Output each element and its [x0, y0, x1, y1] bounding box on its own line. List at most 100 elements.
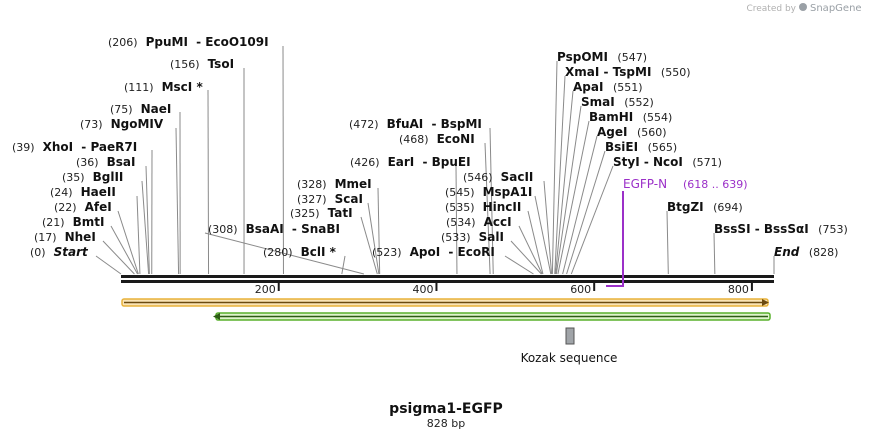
site-smai[interactable]: SmaI (552) [581, 95, 654, 109]
site-position: (426) [350, 156, 380, 169]
leader-bsssi-bsss-i [713, 232, 716, 275]
plasmid-name: psigma1-EGFP [389, 401, 503, 417]
site-bfuai-bspmi[interactable]: (472) BfuAI - BspMI [349, 117, 482, 131]
enzyme-name: AccI [484, 215, 512, 229]
site-position: (280) [263, 246, 293, 259]
enzyme-name: EarI [388, 155, 415, 169]
axis-tick-label: 400 [412, 283, 433, 296]
site-position: (21) [42, 216, 65, 229]
axis-tick-label: 800 [728, 283, 749, 296]
site-position: (694) [710, 201, 743, 214]
site-ngomiv[interactable]: (73) NgoMIV [80, 117, 164, 131]
site-bsiei[interactable]: BsiEI (565) [605, 140, 677, 154]
site-xhoi-paer7i[interactable]: (39) XhoI - PaeR7I [12, 140, 137, 154]
site-separator: - [418, 155, 431, 169]
site-tati[interactable]: (325) TatI [290, 206, 353, 220]
enzyme-name: EcoO109I [205, 35, 268, 49]
site-separator: - [640, 155, 653, 169]
enzyme-name: NcoI [653, 155, 683, 169]
site-position: (550) [657, 66, 690, 79]
site-haeii[interactable]: (24) HaeII [50, 185, 116, 199]
site-btgzi[interactable]: BtgZI (694) [667, 200, 743, 214]
site-bcli[interactable]: (280) BclI * [263, 245, 337, 259]
leader-haeii [136, 195, 141, 275]
enzyme-name: SalI [479, 230, 504, 244]
site-econi[interactable]: (468) EcoNI [399, 132, 475, 146]
site-position: (547) [614, 51, 647, 64]
site-apai[interactable]: ApaI (551) [573, 80, 643, 94]
snapgene-logo-icon [799, 3, 807, 11]
site-acci[interactable]: (534) AccI [446, 215, 512, 229]
primer-arrow[interactable] [606, 191, 624, 287]
leader-tati [360, 216, 378, 275]
site-position: (468) [399, 133, 429, 146]
primer-egfp-n[interactable]: EGFP-N (618 .. 639) [606, 177, 748, 287]
site-start[interactable]: (0) Start [30, 245, 89, 259]
enzyme-name: SmaI [581, 95, 615, 109]
enzyme-name: BamHI [589, 110, 633, 124]
credit-prefix: Created by [746, 4, 796, 14]
enzyme-name: StyI [613, 155, 640, 169]
kozak-box[interactable] [565, 327, 575, 345]
enzyme-name: SacII [501, 170, 534, 184]
leader-msci [207, 89, 210, 275]
site-scai[interactable]: (327) ScaI [297, 192, 363, 206]
site-bsaai-snabi[interactable]: (308) BsaAI - SnaBI [208, 222, 340, 236]
site-msci[interactable]: (111) MscI * [124, 80, 203, 94]
site-mmei[interactable]: (328) MmeI [297, 177, 372, 191]
enzyme-name: MscI [162, 80, 193, 94]
site-bamhi[interactable]: BamHI (554) [589, 110, 672, 124]
site-naei[interactable]: (75) NaeI [110, 102, 171, 116]
site-bsssi-bsss-i[interactable]: BssSI - BssSαI (753) [714, 222, 848, 236]
leader-bcli [341, 255, 346, 275]
site-position: (73) [80, 118, 103, 131]
methylation-star: * [192, 80, 203, 94]
site-afei[interactable]: (22) AfeI [54, 200, 112, 214]
site-tsoi[interactable]: (156) TsoI [170, 57, 234, 71]
site-mspa1i[interactable]: (545) MspA1I [445, 185, 532, 199]
enzyme-name: BsaAI [246, 222, 284, 236]
leader-bsiei [566, 150, 606, 275]
feature-forward[interactable] [121, 298, 769, 307]
site-position: (523) [372, 246, 402, 259]
enzyme-name: BfuAI [387, 117, 424, 131]
site-agei[interactable]: AgeI (560) [597, 125, 667, 139]
site-sali[interactable]: (533) SalI [441, 230, 504, 244]
site-eari-bpuei[interactable]: (426) EarI - BpuEI [350, 155, 471, 169]
site-position: (535) [445, 201, 475, 214]
site-bglii[interactable]: (35) BglII [62, 170, 123, 184]
enzyme-name: BmtI [73, 215, 105, 229]
site-hincii[interactable]: (535) HincII [445, 200, 521, 214]
site-ppumi-ecoo109i[interactable]: (206) PpuMI - EcoO109I [108, 35, 269, 49]
site-styi-ncoi[interactable]: StyI - NcoI (571) [613, 155, 722, 169]
feature-kozak[interactable]: Kozak sequence [521, 327, 618, 365]
site-position: (554) [639, 111, 672, 124]
enzyme-name: ApaI [573, 80, 603, 94]
site-apoi-ecori[interactable]: (523) ApoI - EcoRI [372, 245, 495, 259]
enzyme-name: BclI [301, 245, 326, 259]
site-separator: - [192, 35, 205, 49]
site-bmti[interactable]: (21) BmtI [42, 215, 104, 229]
feature-reverse[interactable] [213, 312, 771, 321]
primer-range: (618 .. 639) [683, 178, 748, 191]
enzyme-name: BglII [93, 170, 124, 184]
site-position: (328) [297, 178, 327, 191]
site-position: (35) [62, 171, 85, 184]
enzyme-name: End [774, 245, 800, 259]
primer-label[interactable]: EGFP-N [623, 177, 667, 191]
leader-btgzi [666, 210, 669, 275]
site-separator: - [444, 245, 457, 259]
site-end[interactable]: End (828) [774, 245, 838, 259]
site-position: (571) [689, 156, 722, 169]
enzyme-name: PspOMI [557, 50, 608, 64]
axis-ticks: 200 400 600 800 [255, 283, 753, 296]
reverse-arrowhead-icon [213, 313, 220, 320]
site-sacii[interactable]: (546) SacII [463, 170, 533, 184]
site-bsai[interactable]: (36) BsaI [76, 155, 135, 169]
leader-mmei [377, 187, 381, 275]
site-pspomi[interactable]: PspOMI (547) [557, 50, 647, 64]
leader-afei [117, 210, 139, 275]
site-nhei[interactable]: (17) NheI [34, 230, 96, 244]
site-xmai-tspmi[interactable]: XmaI - TspMI (550) [565, 65, 690, 79]
site-separator: - [427, 117, 440, 131]
